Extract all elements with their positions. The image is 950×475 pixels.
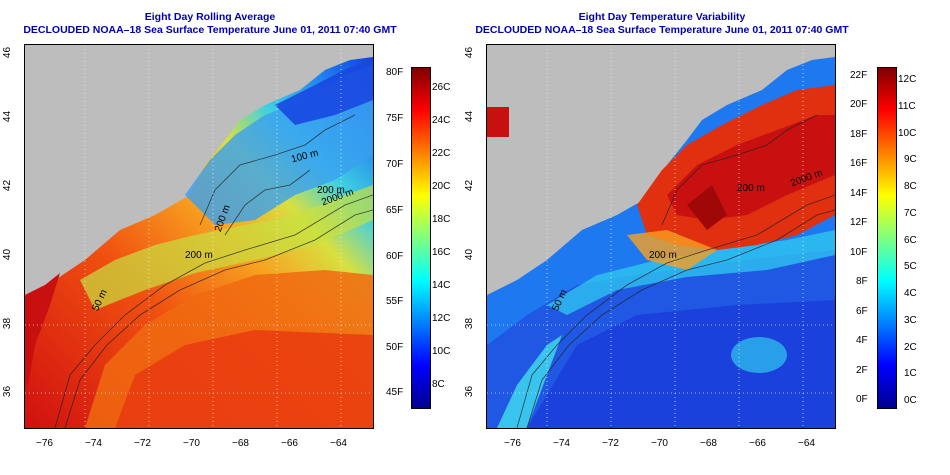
right-cb-f-20: 20F: [850, 99, 868, 110]
right-cb-c-4: 4C: [904, 288, 917, 299]
right-cb-c-3: 3C: [904, 315, 917, 326]
right-lon-tick-68: −68: [700, 438, 717, 449]
right-lon-tick-64: −64: [798, 438, 815, 449]
right-lon-tick-72: −72: [602, 438, 619, 449]
right-cb-c-0: 0C: [904, 395, 917, 406]
right-contour-label-3: 200 m: [649, 250, 677, 261]
right-cb-f-4: 4F: [856, 335, 868, 346]
right-cb-f-22: 22F: [850, 70, 868, 81]
right-variability-map: [487, 45, 835, 428]
left-lat-tick-46: 46: [2, 46, 14, 59]
left-cb-c-22: 22C: [432, 148, 451, 159]
right-map-panel[interactable]: 200 m 2000 m 200 m 50 m: [486, 44, 836, 429]
right-cb-c-10: 10C: [898, 128, 917, 139]
left-lat-tick-44: 44: [2, 110, 14, 123]
left-cb-c-18: 18C: [432, 214, 451, 225]
left-lon-tick-74: −74: [85, 438, 102, 449]
left-cb-f-65: 65F: [386, 205, 404, 216]
right-title-1: Eight Day Temperature Variability: [578, 11, 746, 23]
left-lon-tick-64: −64: [330, 438, 347, 449]
right-lat-tick-36: 36: [464, 385, 476, 398]
right-cb-c-2: 2C: [904, 342, 917, 353]
right-lat-tick-40: 40: [464, 248, 476, 261]
left-sst-map: [25, 45, 373, 428]
left-lat-tick-38: 38: [2, 317, 14, 330]
right-cb-c-6: 6C: [904, 235, 917, 246]
left-lat-tick-36: 36: [2, 385, 14, 398]
right-lon-tick-70: −70: [651, 438, 668, 449]
left-cb-f-75: 75F: [386, 113, 404, 124]
right-contour-label-1: 200 m: [737, 183, 765, 194]
left-contour-label-5: 200 m: [185, 250, 213, 261]
right-lon-tick-74: −74: [553, 438, 570, 449]
left-cb-f-45: 45F: [386, 387, 404, 398]
left-cb-c-20: 20C: [432, 181, 451, 192]
right-lat-tick-42: 42: [464, 179, 476, 192]
right-cb-f-12: 12F: [850, 217, 868, 228]
left-cb-c-24: 24C: [432, 115, 451, 126]
left-colorbar: [411, 67, 431, 409]
left-cb-f-60: 60F: [386, 251, 404, 262]
left-map-panel[interactable]: 100 m 200 m 2000 m 200 m 200 m 50 m: [24, 44, 374, 429]
left-lon-tick-72: −72: [134, 438, 151, 449]
left-cb-f-70: 70F: [386, 159, 404, 170]
left-lat-tick-40: 40: [2, 248, 14, 261]
right-title-2: DECLOUDED NOAA–18 Sea Surface Temperatur…: [475, 24, 849, 36]
left-cb-c-14: 14C: [432, 280, 451, 291]
left-lat-tick-42: 42: [2, 179, 14, 192]
left-title-1: Eight Day Rolling Average: [144, 11, 276, 23]
right-cb-c-8: 8C: [904, 181, 917, 192]
left-cb-c-8: 8C: [432, 379, 445, 390]
left-cb-c-12: 12C: [432, 313, 451, 324]
right-lat-tick-44: 44: [464, 110, 476, 123]
right-lat-tick-46: 46: [464, 46, 476, 59]
right-cb-f-16: 16F: [850, 158, 868, 169]
right-lon-tick-66: −66: [749, 438, 766, 449]
right-cb-f-8: 8F: [856, 276, 868, 287]
left-cb-c-26: 26C: [432, 82, 451, 93]
right-cb-c-7: 7C: [904, 208, 917, 219]
left-lon-tick-68: −68: [232, 438, 249, 449]
left-cb-c-10: 10C: [432, 346, 451, 357]
left-cb-f-55: 55F: [386, 296, 404, 307]
left-title-2: DECLOUDED NOAA–18 Sea Surface Temperatur…: [23, 24, 397, 36]
right-cb-f-2: 2F: [856, 365, 868, 376]
right-cb-c-11: 11C: [898, 101, 916, 112]
right-cb-f-6: 6F: [856, 306, 868, 317]
right-lat-tick-38: 38: [464, 317, 476, 330]
right-cb-f-18: 18F: [850, 129, 868, 140]
left-cb-c-16: 16C: [432, 247, 451, 258]
left-lon-tick-66: −66: [281, 438, 298, 449]
right-cb-c-9: 9C: [904, 154, 917, 165]
left-lon-tick-76: −76: [36, 438, 53, 449]
left-cb-f-50: 50F: [386, 342, 404, 353]
left-cb-f-80: 80F: [386, 67, 404, 78]
right-cb-c-12: 12C: [898, 74, 917, 85]
right-cb-f-0: 0F: [856, 394, 868, 405]
right-colorbar: [877, 67, 897, 409]
right-lon-tick-76: −76: [504, 438, 521, 449]
right-cb-f-14: 14F: [850, 188, 868, 199]
right-cb-f-10: 10F: [850, 247, 868, 258]
left-contour-label-2: 200 m: [317, 185, 345, 196]
right-cb-c-5: 5C: [904, 261, 917, 272]
right-cb-c-1: 1C: [904, 368, 917, 379]
left-lon-tick-70: −70: [183, 438, 200, 449]
